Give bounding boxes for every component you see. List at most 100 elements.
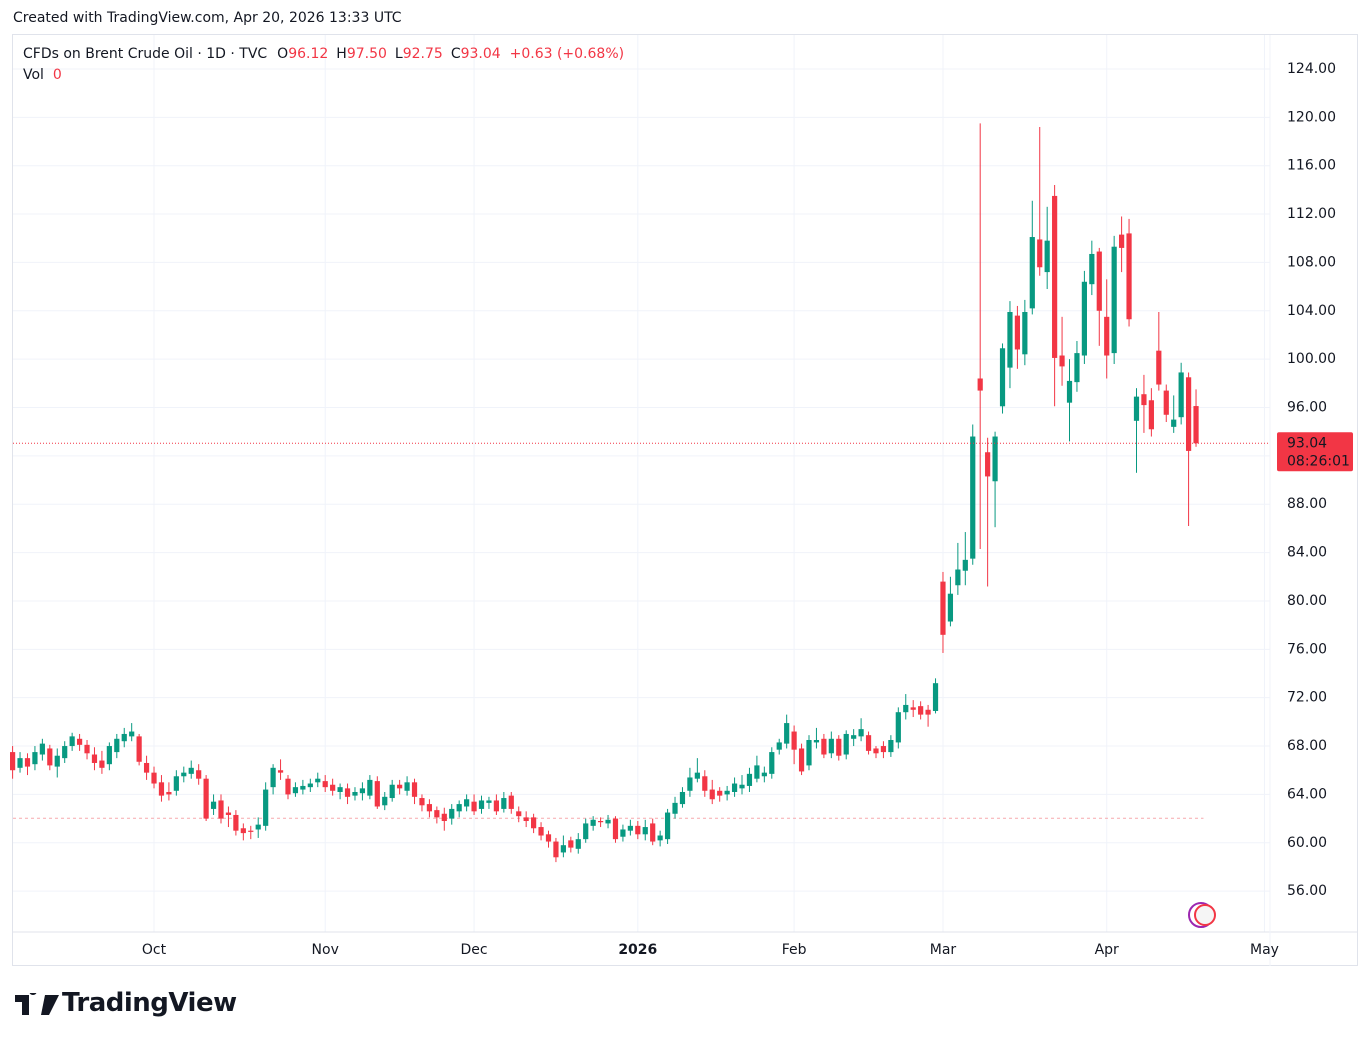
candle-body <box>761 772 767 777</box>
candle-body <box>657 835 663 841</box>
candle-body <box>1029 237 1035 309</box>
candle-body <box>962 559 968 571</box>
candle-body <box>679 791 686 805</box>
candle-body <box>32 752 38 765</box>
field-key: H <box>336 46 347 62</box>
candle-body <box>1178 372 1184 418</box>
candle-body <box>456 804 462 812</box>
candle-body <box>136 736 142 762</box>
candle-body <box>411 782 418 797</box>
candle-body <box>419 798 425 806</box>
volume-value: 0 <box>52 67 62 83</box>
candle-body <box>918 706 924 715</box>
candle-body <box>1148 400 1154 430</box>
x-tick-label: Feb <box>782 942 807 958</box>
candle-body <box>776 742 782 750</box>
candle-body <box>188 767 194 774</box>
candle-body <box>523 817 529 822</box>
candle-body <box>255 824 261 830</box>
y-tick-label: 116.00 <box>1287 158 1336 174</box>
y-tick-label: 68.00 <box>1287 738 1327 754</box>
candle-body <box>903 704 909 713</box>
candle-body <box>1014 315 1021 350</box>
candle-body <box>106 746 112 765</box>
candle-body <box>1052 195 1058 358</box>
field-key: C <box>450 46 461 62</box>
candle-body <box>39 743 45 755</box>
x-tick-label: May <box>1250 942 1279 958</box>
candle-body <box>888 740 894 753</box>
candle-body <box>62 746 68 759</box>
candle-body <box>1119 234 1125 248</box>
candle-body <box>330 784 336 791</box>
candle-body <box>806 740 812 766</box>
candle-body <box>880 746 887 753</box>
candle-body <box>352 791 358 796</box>
candle-body <box>292 787 299 794</box>
field-value: 93.04 <box>460 46 501 62</box>
candle-body <box>947 593 954 622</box>
candle-body <box>1066 380 1073 403</box>
candle-body <box>516 811 522 817</box>
candle-body <box>1022 311 1028 355</box>
candle-body <box>791 731 797 750</box>
brand: TradingView <box>62 988 237 1018</box>
logo-icon <box>15 993 59 1015</box>
candle-body <box>426 804 433 812</box>
candle-body <box>932 683 939 711</box>
candle-body <box>1037 239 1043 268</box>
candle-body <box>1163 390 1169 415</box>
candle-body <box>501 798 507 809</box>
candle-body <box>129 731 135 737</box>
candle-body <box>575 839 581 849</box>
candle-body <box>553 841 559 858</box>
candle-body <box>114 738 120 753</box>
candle-body <box>508 795 514 809</box>
candle-body <box>999 348 1006 407</box>
y-tick-label: 88.00 <box>1287 496 1327 512</box>
candle-body <box>1089 253 1095 285</box>
candle-body <box>1044 240 1050 273</box>
candle-body <box>1193 406 1199 444</box>
candle-body <box>285 778 291 795</box>
candle-body <box>307 783 313 788</box>
candle-body <box>955 569 961 586</box>
candle-body <box>240 828 246 834</box>
candle-body <box>784 723 790 744</box>
candle-body <box>121 733 127 742</box>
y-tick-label: 112.00 <box>1287 206 1336 222</box>
candle-body <box>635 825 641 835</box>
candle-body <box>1007 311 1013 368</box>
candle-body <box>985 452 991 477</box>
candle-body <box>731 783 738 792</box>
candle-body <box>10 752 16 771</box>
candle-body <box>813 740 820 743</box>
candle-body <box>203 778 209 819</box>
candle-body <box>464 799 470 807</box>
field-value: 97.50 <box>346 46 387 62</box>
y-tick-label: 60.00 <box>1287 835 1327 851</box>
candle-body <box>531 817 537 829</box>
x-tick-label: Mar <box>930 942 957 958</box>
y-tick-label: 104.00 <box>1287 303 1336 319</box>
candle-body <box>210 801 217 809</box>
candle-body <box>992 436 998 482</box>
candle-body <box>382 796 388 806</box>
candle-body <box>441 813 447 822</box>
candle-body <box>560 845 566 853</box>
candle-body <box>270 767 276 788</box>
candle-body <box>1171 419 1177 427</box>
ohlc-fields: O96.12 H97.50 L92.75 C93.04 <box>267 46 501 62</box>
candle-body <box>218 800 224 819</box>
candle-body <box>865 735 872 751</box>
candle-body <box>1074 353 1080 383</box>
candle-body <box>404 782 410 791</box>
x-tick-label: Dec <box>461 942 488 958</box>
candle-body <box>851 735 857 739</box>
field-value: 96.12 <box>288 46 329 62</box>
candle-body <box>545 834 552 842</box>
candle-body <box>873 748 879 754</box>
candle-body <box>627 825 633 831</box>
